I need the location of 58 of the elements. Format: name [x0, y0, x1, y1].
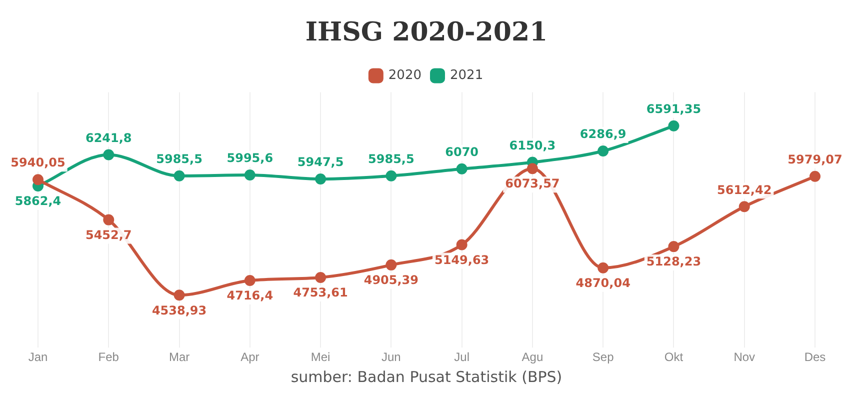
chart-title: IHSG 2020-2021 — [305, 17, 548, 48]
point — [526, 163, 538, 174]
x-tick-label: Sep — [592, 350, 614, 364]
point — [598, 262, 609, 274]
x-tick-label: Mei — [310, 350, 330, 364]
point — [244, 275, 256, 286]
point — [103, 214, 114, 226]
data-label: 4905,39 — [364, 273, 419, 288]
point — [174, 290, 185, 301]
data-label: 5995,6 — [226, 151, 274, 166]
point — [103, 149, 114, 160]
x-tick-label: Apr — [240, 350, 260, 364]
data-label: 5979,07 — [788, 152, 842, 167]
x-tick-label: Jul — [454, 350, 470, 364]
point — [386, 259, 397, 270]
data-label: 5940,05 — [10, 156, 66, 170]
x-tick-label: Feb — [98, 350, 120, 364]
data-label: 5128,23 — [646, 254, 702, 269]
legend-label: 2021 — [450, 68, 484, 84]
point — [668, 241, 680, 252]
point — [456, 163, 468, 174]
point — [386, 170, 397, 182]
data-label: 5947,5 — [297, 155, 344, 170]
point — [738, 201, 750, 212]
data-label: 6073,57 — [505, 176, 560, 191]
x-tick-label: Mar — [168, 350, 190, 364]
data-label: 6286,9 — [580, 127, 626, 142]
legend-label: 2020 — [388, 68, 422, 84]
data-label: 6070 — [445, 145, 479, 160]
point — [598, 146, 609, 157]
text: sumber: Badan Pusat Statistik (BPS) — [290, 368, 564, 386]
x-tick-label: Agu — [522, 350, 544, 364]
point — [244, 170, 256, 181]
x-tick-label: Jun — [382, 350, 401, 364]
data-label: 4716,4 — [226, 288, 274, 303]
point — [32, 174, 44, 186]
data-label: 5985,5 — [156, 152, 202, 166]
data-label: 4538,93 — [152, 303, 207, 318]
data-label: 5862,4 — [14, 194, 62, 208]
data-label: 4870,04 — [576, 276, 630, 290]
point — [315, 272, 326, 283]
x-tick-label: Jan — [28, 350, 48, 364]
x-tick-label: Okt — [664, 350, 684, 364]
data-label: 5985,5 — [368, 152, 414, 166]
point — [456, 239, 468, 250]
point — [668, 120, 680, 132]
point — [810, 170, 820, 182]
point — [174, 170, 185, 182]
x-tick-label: Nov — [734, 350, 756, 364]
x-tick-label: Des — [804, 350, 826, 364]
data-label: 5452,7 — [85, 228, 132, 242]
data-label: 6150,3 — [509, 138, 556, 152]
point — [315, 173, 326, 184]
data-label: 6241,8 — [85, 130, 132, 145]
data-label: 5149,63 — [434, 252, 490, 267]
data-label: 6591,35 — [646, 102, 702, 116]
data-label: 5612,42 — [717, 182, 772, 197]
data-label: 4753,61 — [293, 286, 348, 300]
